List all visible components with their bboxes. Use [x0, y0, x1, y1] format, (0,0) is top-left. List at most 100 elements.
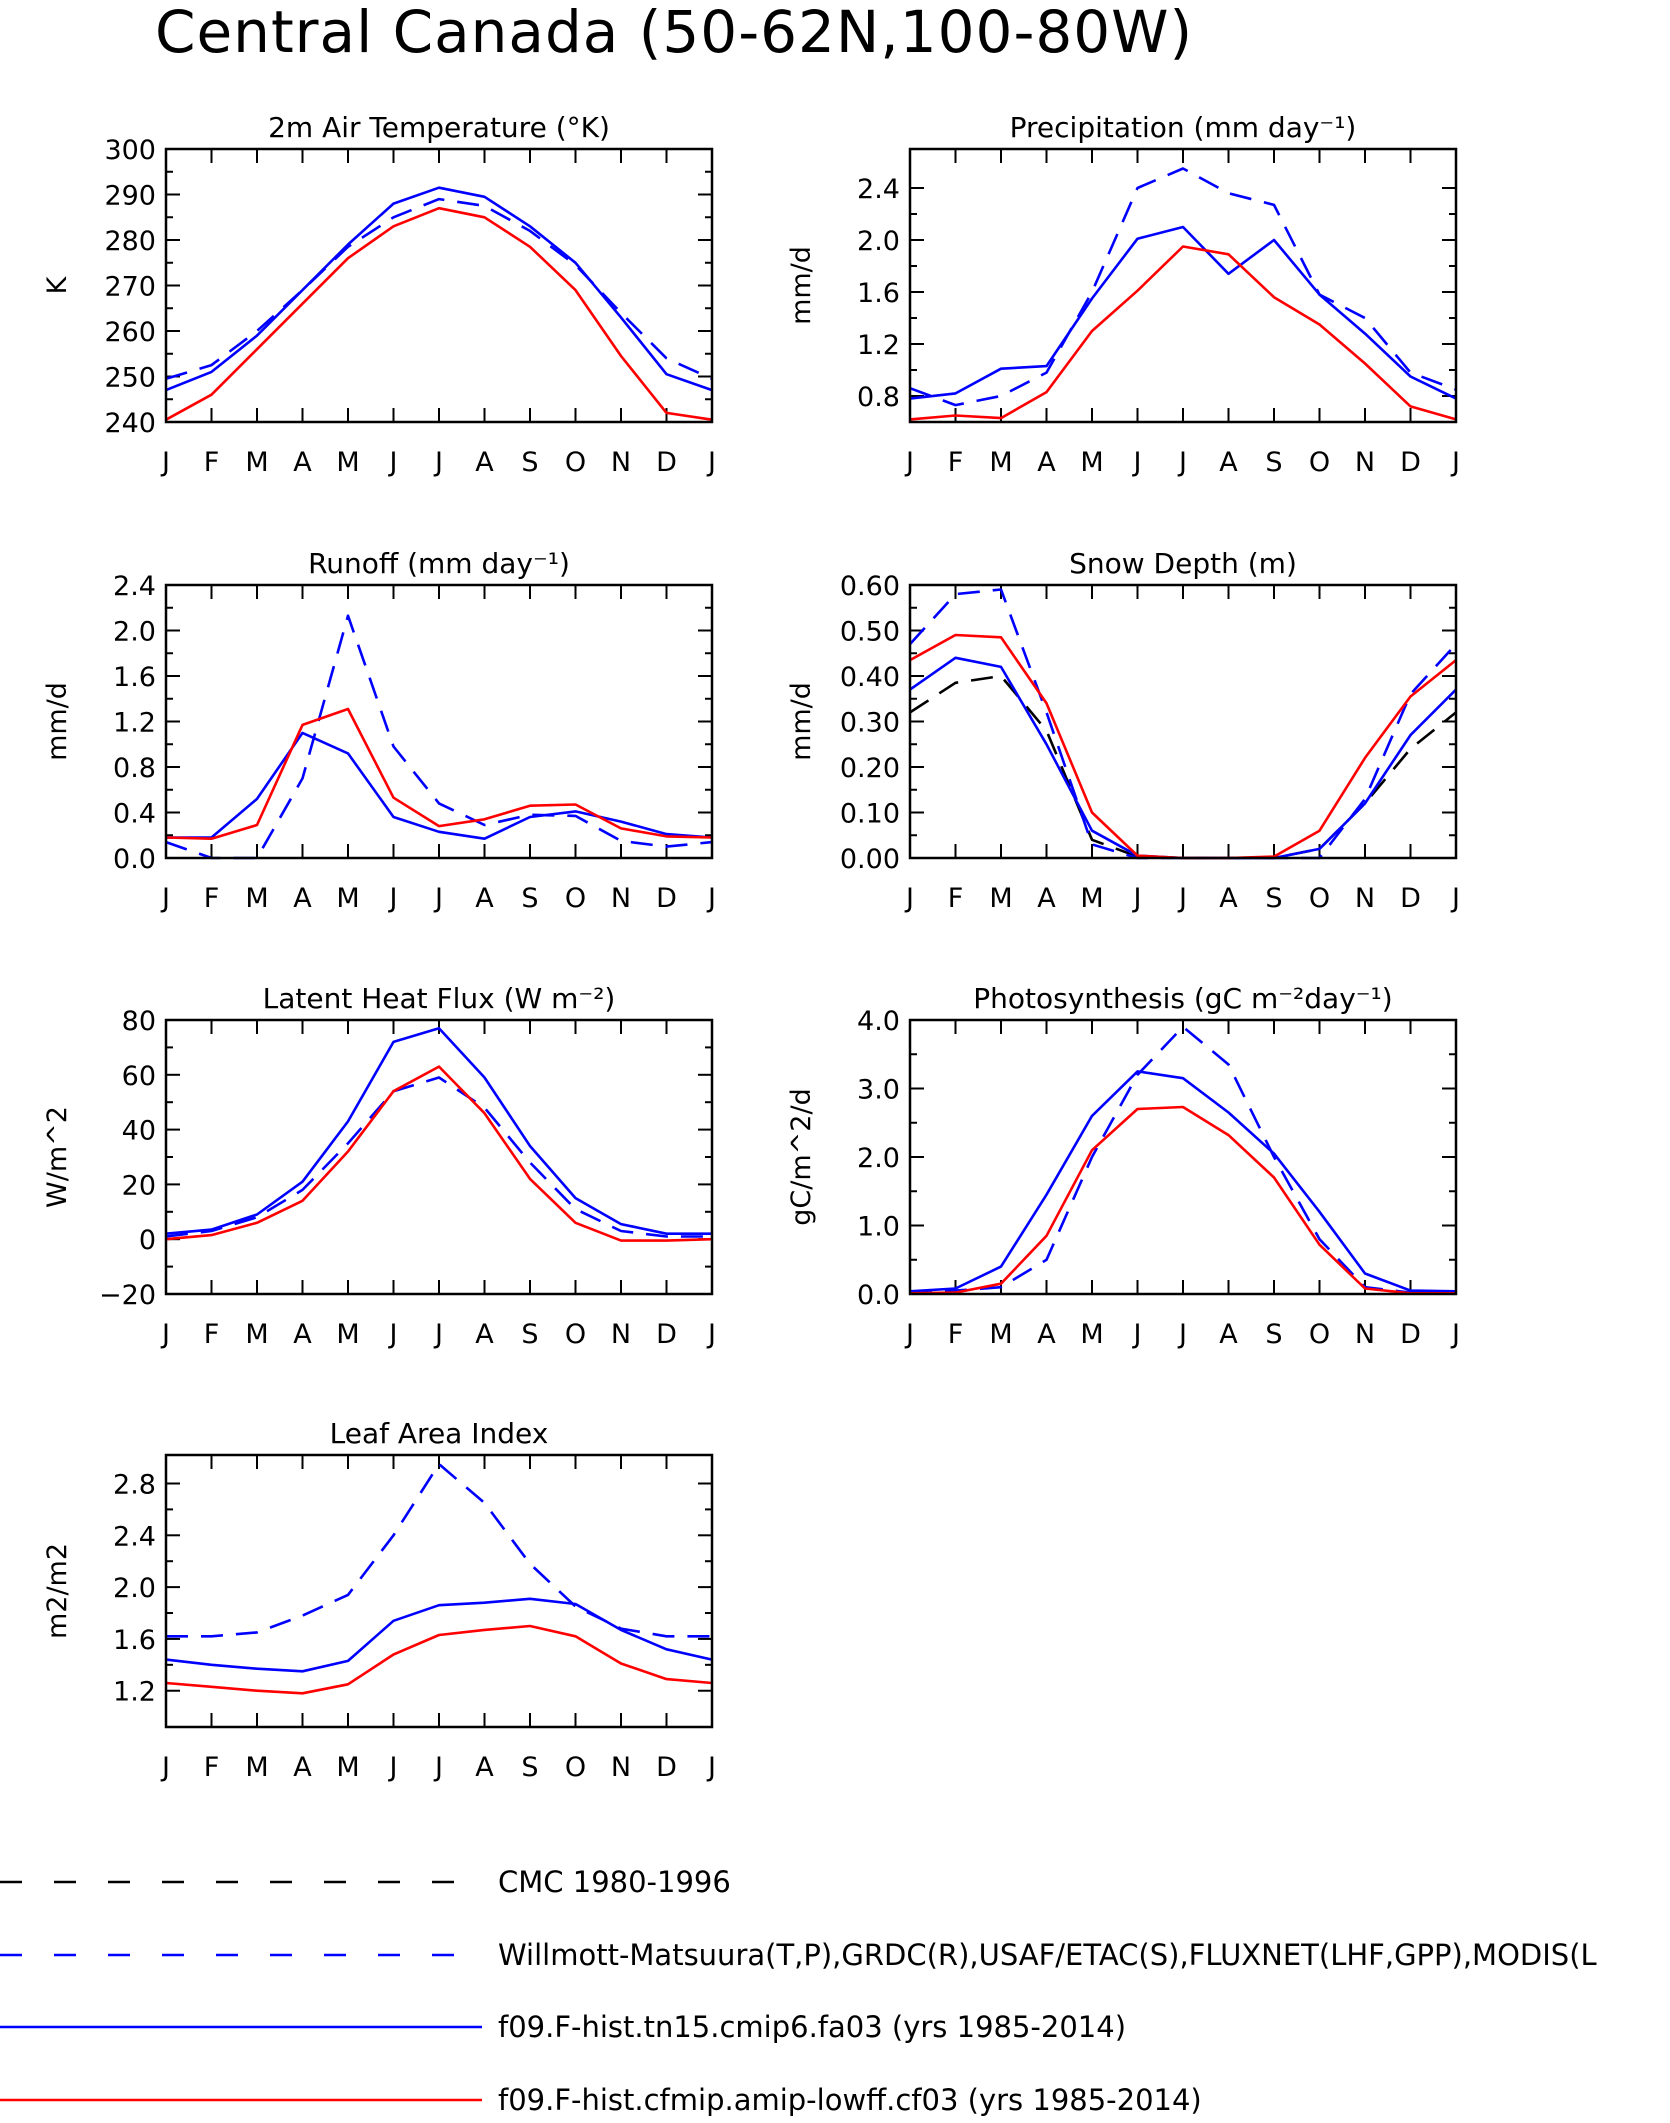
x-tick-label: A: [475, 1752, 494, 1783]
x-tick-label: N: [611, 883, 631, 914]
series-line-tn15: [165, 1597, 713, 1673]
x-tick-label: F: [948, 1319, 964, 1350]
x-tick-label: N: [1355, 1319, 1375, 1350]
y-tick-label: −20: [99, 1280, 156, 1311]
series-line-tn15: [909, 656, 1457, 860]
x-tick-label: M: [1080, 447, 1103, 478]
x-tick-label: J: [433, 883, 443, 914]
x-tick-label: J: [904, 447, 914, 478]
x-tick-label: D: [656, 1752, 677, 1783]
x-tick-label: J: [388, 447, 398, 478]
panel-title: 2m Air Temperature (°K): [268, 111, 610, 144]
x-tick-label: M: [336, 1319, 359, 1350]
x-tick-label: N: [611, 447, 631, 478]
panels: 2m Air Temperature (°K) K 240 250 260 270 280 2…: [42, 111, 1460, 1783]
y-tick-label: 0.60: [840, 571, 900, 602]
x-tick-label: S: [1265, 883, 1282, 914]
y-tick-label: 3.0: [857, 1075, 900, 1106]
series-line-cmc: [909, 674, 1457, 860]
x-tick-label: A: [475, 447, 494, 478]
x-tick-label: O: [1309, 1319, 1330, 1350]
x-tick-label: N: [1355, 883, 1375, 914]
y-tick-label: 260: [104, 317, 156, 348]
x-tick-label: D: [1400, 883, 1421, 914]
y-tick-label: 1.6: [113, 662, 156, 693]
x-tick-label: S: [1265, 447, 1282, 478]
y-axis-label: K: [42, 275, 73, 294]
x-tick-label: J: [160, 883, 170, 914]
y-tick-label: 240: [104, 408, 156, 439]
x-tick-label: J: [904, 1319, 914, 1350]
x-tick-label: A: [293, 447, 312, 478]
x-tick-label: S: [1265, 1319, 1282, 1350]
y-tick-label: 0.10: [840, 799, 900, 830]
y-tick-label: 2.8: [113, 1469, 156, 1500]
x-tick-label: M: [989, 1319, 1012, 1350]
series-line-tn15: [165, 1026, 712, 1235]
x-tick-label: A: [475, 1319, 494, 1350]
y-tick-label: 0.50: [840, 617, 900, 648]
y-tick-label: 40: [122, 1116, 156, 1147]
panel-title: Leaf Area Index: [330, 1417, 549, 1450]
x-tick-label: J: [433, 447, 443, 478]
y-tick-label: 280: [104, 226, 156, 257]
y-tick-label: 80: [122, 1006, 156, 1037]
x-tick-label: A: [1037, 883, 1056, 914]
y-tick-label: 2.4: [113, 1521, 156, 1552]
x-tick-label: J: [388, 1319, 398, 1350]
y-axis-label: mm/d: [786, 246, 817, 325]
plot-frame: [908, 147, 1458, 424]
y-tick-label: 2.0: [857, 226, 900, 257]
series-line-cf03: [165, 206, 713, 421]
y-tick-label: 270: [104, 272, 156, 303]
x-tick-label: D: [1400, 447, 1421, 478]
x-tick-label: F: [204, 883, 220, 914]
x-tick-label: D: [656, 883, 677, 914]
x-tick-label: A: [293, 883, 312, 914]
x-tick-label: A: [475, 883, 494, 914]
x-tick-label: D: [1400, 1319, 1421, 1350]
y-tick-label: 290: [104, 181, 156, 212]
y-tick-label: 0.00: [840, 844, 900, 875]
x-tick-label: M: [245, 883, 268, 914]
x-tick-label: J: [388, 1752, 398, 1783]
x-tick-label: J: [1177, 1319, 1187, 1350]
chart-panel: Runoff (mm day⁻¹) mm/d 0.0 0.4 0.8 1.2 1.6 2.0 2…: [42, 547, 716, 914]
x-tick-label: J: [904, 883, 914, 914]
y-tick-label: 0.8: [113, 753, 156, 784]
y-tick-label: 1.2: [113, 708, 156, 739]
x-tick-label: M: [336, 883, 359, 914]
x-tick-label: S: [521, 1752, 538, 1783]
y-tick-label: 2.4: [857, 174, 900, 205]
x-tick-label: J: [1450, 447, 1460, 478]
x-tick-label: A: [293, 1319, 312, 1350]
y-tick-label: 2.4: [113, 571, 156, 602]
y-axis-label: m2/m2: [42, 1543, 73, 1639]
legend-label: f09.F-hist.cfmip.amip-lowff.cf03 (yrs 19…: [498, 2083, 1202, 2117]
x-tick-label: F: [204, 447, 220, 478]
chart-panel: 2m Air Temperature (°K) K 240 250 260 270 280 2…: [42, 111, 716, 478]
series-line-tn15: [909, 225, 1457, 400]
x-tick-label: J: [160, 1752, 170, 1783]
x-tick-label: M: [336, 447, 359, 478]
x-tick-label: J: [1177, 447, 1187, 478]
series-line-cf03: [909, 633, 1457, 860]
y-tick-label: 0.0: [857, 1280, 900, 1311]
x-tick-label: F: [948, 447, 964, 478]
y-tick-label: 0: [139, 1225, 156, 1256]
plot-frame: [908, 583, 1458, 860]
y-tick-label: 60: [122, 1061, 156, 1092]
chart-panel: Latent Heat Flux (W m⁻²) W/m^2 −20 0 20 40 60 8…: [42, 982, 716, 1350]
y-tick-label: 1.2: [113, 1677, 156, 1708]
y-tick-label: 1.6: [857, 278, 900, 309]
x-tick-label: J: [1177, 883, 1187, 914]
plot-frame: [164, 147, 714, 424]
x-tick-label: F: [204, 1752, 220, 1783]
x-tick-label: J: [706, 447, 716, 478]
panel-title: Precipitation (mm day⁻¹): [1010, 111, 1357, 144]
x-tick-label: J: [706, 883, 716, 914]
y-tick-label: 0.4: [113, 799, 156, 830]
y-tick-label: 1.6: [113, 1625, 156, 1656]
chart-panel: Photosynthesis (gC m⁻²day⁻¹) gC/m^2/d 0.0 1…: [786, 982, 1460, 1350]
